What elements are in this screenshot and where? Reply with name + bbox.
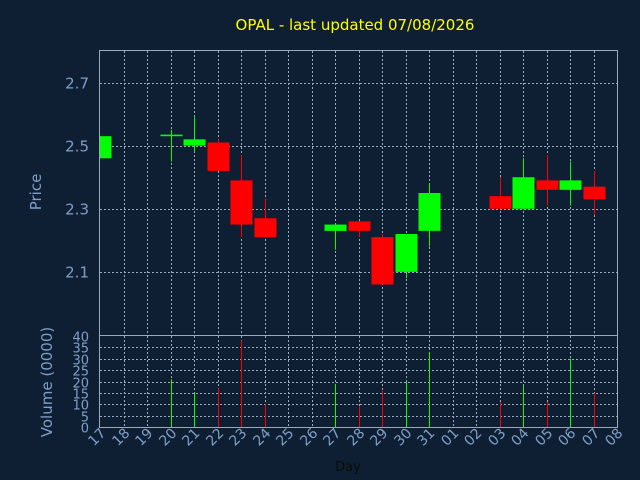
x-tick-label: 05 <box>532 426 556 450</box>
volume-tick-label: 10 <box>72 399 89 414</box>
candle-21 <box>183 117 206 152</box>
candle-body <box>512 177 535 209</box>
price-axis-label: Price <box>27 174 45 211</box>
x-tick-label: 04 <box>508 425 532 449</box>
x-tick-label: 28 <box>344 426 368 450</box>
candle-body <box>230 180 253 225</box>
candle-body <box>100 136 112 159</box>
candle-body <box>160 134 183 137</box>
x-tick-label: 06 <box>555 425 579 449</box>
candle-20 <box>160 129 183 162</box>
x-tick-label: 20 <box>156 426 180 450</box>
volume-tick-label: 25 <box>72 365 89 380</box>
x-tick-label: 19 <box>132 426 156 450</box>
candle-28 <box>348 221 371 238</box>
price-tick-label: 2.3 <box>65 201 89 219</box>
volume-axis-label: Volume (0000) <box>38 327 56 437</box>
volume-tick-label: 20 <box>72 377 89 392</box>
candle-body <box>254 218 277 238</box>
x-tick-label: 29 <box>367 426 391 450</box>
candle-23 <box>230 155 253 238</box>
x-tick-label: 24 <box>250 425 274 449</box>
volume-tick-label: 30 <box>72 354 89 369</box>
x-tick-labels: 17 18 19 20 21 22 23 24 25 26 27 28 29 30 31 01 02 03 04 05… <box>85 425 626 449</box>
candle-24 <box>254 199 277 238</box>
candle-body <box>418 193 441 231</box>
price-tick-label: 2.1 <box>65 264 89 282</box>
price-panel-frame <box>99 50 618 336</box>
candle-body <box>536 180 559 190</box>
x-axis-label: Day <box>335 460 361 475</box>
candle-body <box>583 186 606 200</box>
volume-tick-label: 0 <box>81 422 89 437</box>
volume-bars <box>171 340 595 427</box>
candle-30 <box>395 234 418 279</box>
candle-27 <box>324 224 347 250</box>
price-tick-labels: 2.1 2.3 2.5 2.7 <box>65 75 89 282</box>
volume-tick-label: 15 <box>72 388 89 403</box>
candle-07 <box>583 170 606 216</box>
candle-05 <box>536 155 559 206</box>
volume-grid <box>100 347 617 417</box>
x-tick-label: 07 <box>579 426 603 450</box>
x-tick-label: 21 <box>179 426 203 450</box>
price-grid <box>100 83 617 273</box>
x-tick-label: 03 <box>485 426 509 450</box>
volume-tick-label: 40 <box>72 331 89 346</box>
candle-04 <box>512 158 535 209</box>
x-tick-label: 25 <box>273 426 297 450</box>
x-tick-label: 22 <box>203 426 227 450</box>
candles <box>100 117 606 285</box>
x-tick-label: 23 <box>226 426 250 450</box>
x-tick-label: 27 <box>320 426 344 450</box>
candle-body <box>183 139 206 146</box>
x-tick-label: 01 <box>438 426 462 450</box>
volume-tick-label: 35 <box>72 342 89 357</box>
candle-body <box>371 237 394 285</box>
chart-title: OPAL - last updated 07/08/2026 <box>236 16 475 34</box>
candle-body <box>489 196 512 209</box>
volume-panel-frame <box>99 335 618 428</box>
candle-29 <box>371 234 394 285</box>
x-tick-label: 30 <box>391 426 415 450</box>
candle-body <box>395 234 418 272</box>
price-tick-label: 2.5 <box>65 138 89 156</box>
candle-06 <box>559 161 582 206</box>
candle-03 <box>489 177 512 209</box>
price-tick-label: 2.7 <box>65 75 89 93</box>
x-tick-label: 18 <box>109 426 133 450</box>
candle-22 <box>207 139 230 171</box>
x-tick-label: 02 <box>461 426 485 450</box>
candle-31 <box>418 183 441 247</box>
volume-tick-label: 5 <box>81 411 89 426</box>
candle-body <box>324 224 347 231</box>
candle-body <box>207 142 230 171</box>
x-tick-label: 08 <box>602 426 626 450</box>
candle-17 <box>100 136 112 159</box>
candle-body <box>559 180 582 190</box>
x-tick-label: 26 <box>297 425 321 449</box>
x-tick-label: 31 <box>414 426 438 450</box>
candle-body <box>348 221 371 231</box>
